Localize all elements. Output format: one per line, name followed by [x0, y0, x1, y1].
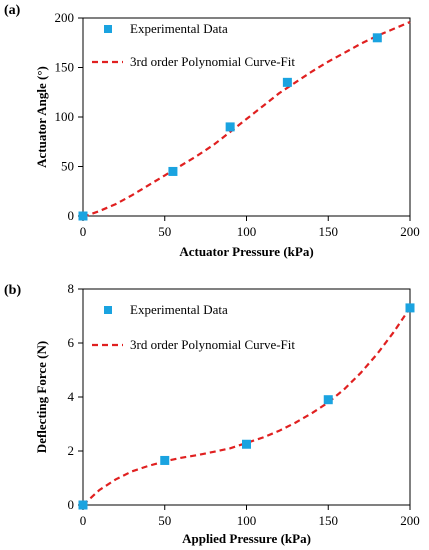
panel-a-y-tick-label: 100	[55, 109, 75, 124]
panel-a-y-tick-label: 0	[68, 208, 75, 223]
panel-b-x-tick-label: 0	[80, 513, 87, 528]
panel-b-data-point	[160, 455, 170, 465]
panel-b-y-tick-label: 6	[68, 335, 75, 350]
panel-b-x-tick-label: 150	[319, 513, 339, 528]
panel-a-x-tick-label: 0	[80, 224, 87, 239]
panel-a-data-point	[282, 77, 292, 87]
panel-b-data-point	[242, 439, 251, 449]
panel-a-data-point	[372, 33, 382, 43]
panel-a-x-tick-label: 150	[319, 224, 339, 239]
panel-a-y-axis-label: Actuator Angle (°)	[34, 66, 49, 168]
panel-a-y-tick-label: 150	[55, 60, 75, 75]
panel-b-y-tick-label: 8	[68, 281, 75, 296]
panel-b-legend-marker	[104, 306, 112, 314]
panel-b-data-point	[323, 395, 333, 405]
panel-b-x-tick-label: 200	[400, 513, 420, 528]
panel-a-x-tick-label: 50	[158, 224, 171, 239]
panel-a-x-tick-label: 100	[237, 224, 257, 239]
panel-b-y-tick-label: 0	[68, 497, 75, 512]
panel-b-y-tick-label: 2	[68, 443, 75, 458]
panel-b-x-axis-label: Applied Pressure (kPa)	[182, 531, 311, 546]
panel-b-legend-label-experimental: Experimental Data	[130, 302, 228, 317]
panel-a-x-tick-label: 200	[400, 224, 420, 239]
panel-a-legend-label-fit: 3rd order Polynomial Curve-Fit	[130, 54, 295, 69]
panel-b-label: (b)	[4, 283, 21, 298]
panel-a-plot-frame	[82, 17, 411, 217]
panel-a-y-tick-label: 50	[61, 159, 74, 174]
panel-a-y-tick-label: 200	[55, 10, 75, 25]
panel-a-data-point	[168, 166, 178, 176]
panel-b-fit-curve	[82, 307, 411, 506]
panel-a-data-point	[225, 122, 235, 132]
panel-b-x-tick-label: 50	[158, 513, 171, 528]
panel-a-fit-curve	[82, 20, 411, 219]
panel-b-data-point	[78, 500, 88, 510]
panel-a-legend-label-experimental: Experimental Data	[130, 21, 228, 36]
panel-b-y-tick-label: 4	[68, 389, 75, 404]
panel-b-x-tick-label: 100	[237, 513, 257, 528]
panel-a-legend-marker	[104, 25, 112, 33]
panel-a-data-point	[78, 211, 88, 221]
panel-a-label: (a)	[4, 3, 21, 18]
panel-b-plot-frame	[82, 288, 411, 506]
panel-b-legend-label-fit: 3rd order Polynomial Curve-Fit	[130, 337, 295, 352]
panel-a-x-axis-label: Actuator Pressure (kPa)	[179, 244, 313, 259]
panel-b-y-axis-label: Deflecting Force (N)	[34, 341, 49, 453]
panel-b-data-point	[405, 303, 415, 313]
